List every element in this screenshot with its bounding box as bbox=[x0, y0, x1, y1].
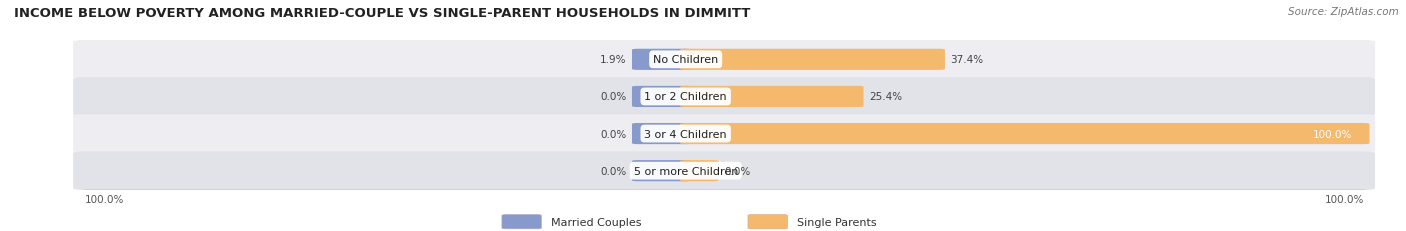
Text: 5 or more Children: 5 or more Children bbox=[634, 166, 738, 176]
Text: Single Parents: Single Parents bbox=[797, 217, 877, 227]
Text: No Children: No Children bbox=[652, 55, 718, 65]
FancyBboxPatch shape bbox=[73, 41, 1375, 79]
FancyBboxPatch shape bbox=[631, 160, 692, 182]
Text: 1.9%: 1.9% bbox=[600, 55, 626, 65]
Text: 25.4%: 25.4% bbox=[869, 92, 903, 102]
FancyBboxPatch shape bbox=[681, 86, 863, 108]
Text: 1 or 2 Children: 1 or 2 Children bbox=[644, 92, 727, 102]
Text: 37.4%: 37.4% bbox=[950, 55, 984, 65]
Text: 100.0%: 100.0% bbox=[1313, 129, 1353, 139]
Text: INCOME BELOW POVERTY AMONG MARRIED-COUPLE VS SINGLE-PARENT HOUSEHOLDS IN DIMMITT: INCOME BELOW POVERTY AMONG MARRIED-COUPL… bbox=[14, 7, 751, 20]
FancyBboxPatch shape bbox=[631, 86, 692, 108]
FancyBboxPatch shape bbox=[681, 49, 945, 71]
Text: 3 or 4 Children: 3 or 4 Children bbox=[644, 129, 727, 139]
FancyBboxPatch shape bbox=[502, 215, 541, 229]
Text: 100.0%: 100.0% bbox=[84, 194, 124, 204]
FancyBboxPatch shape bbox=[631, 123, 692, 145]
FancyBboxPatch shape bbox=[631, 49, 692, 71]
Text: 0.0%: 0.0% bbox=[600, 92, 626, 102]
FancyBboxPatch shape bbox=[73, 78, 1375, 116]
FancyBboxPatch shape bbox=[681, 160, 718, 182]
FancyBboxPatch shape bbox=[748, 215, 787, 229]
FancyBboxPatch shape bbox=[73, 152, 1375, 190]
Text: 0.0%: 0.0% bbox=[600, 166, 626, 176]
Text: Married Couples: Married Couples bbox=[551, 217, 641, 227]
Text: 100.0%: 100.0% bbox=[1324, 194, 1364, 204]
Text: Source: ZipAtlas.com: Source: ZipAtlas.com bbox=[1288, 7, 1399, 17]
FancyBboxPatch shape bbox=[73, 115, 1375, 153]
Text: 0.0%: 0.0% bbox=[600, 129, 626, 139]
FancyBboxPatch shape bbox=[681, 123, 1369, 145]
Text: 0.0%: 0.0% bbox=[724, 166, 751, 176]
